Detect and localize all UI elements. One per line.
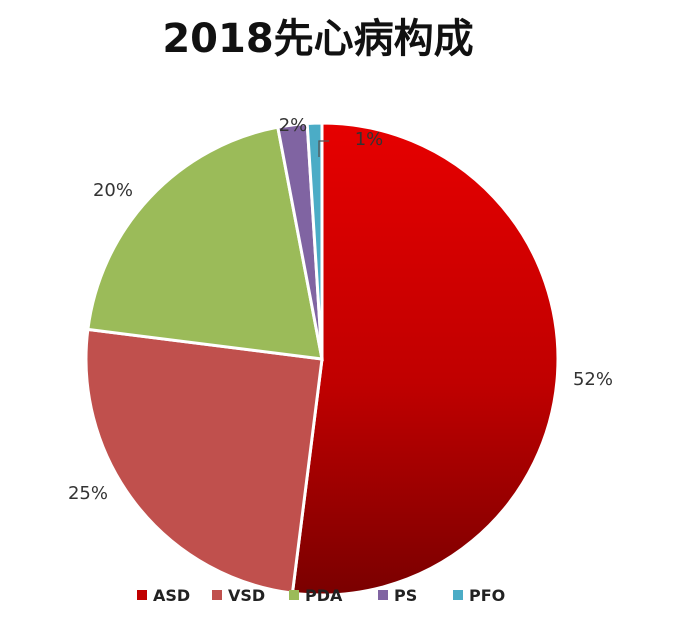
pie-label-asd: 52% xyxy=(573,369,613,390)
legend-label-asd: ASD xyxy=(153,586,190,605)
legend-swatch-vsd xyxy=(212,590,222,600)
pie-label-vsd: 25% xyxy=(68,483,108,504)
legend-swatch-asd xyxy=(137,590,147,600)
legend-label-pfo: PFO xyxy=(469,586,505,605)
pie-labels: 52% 25% 20% 2% 1% xyxy=(68,115,613,504)
legend-swatch-ps xyxy=(378,590,388,600)
legend: ASD VSD PDA PS PFO xyxy=(137,586,505,605)
pie-slice-vsd xyxy=(84,327,324,595)
pfo-leader-line xyxy=(318,140,329,157)
legend-label-pda: PDA xyxy=(305,586,343,605)
pie-slices xyxy=(84,121,560,597)
pie-label-ps: 2% xyxy=(279,115,308,136)
legend-swatch-pda xyxy=(289,590,299,600)
legend-swatch-pfo xyxy=(453,590,463,600)
pie-slice-asd xyxy=(290,121,560,597)
legend-label-vsd: VSD xyxy=(228,586,265,605)
pie-label-pda: 20% xyxy=(93,180,133,201)
pie-slice-pda xyxy=(86,125,324,361)
pie-slice-pfo xyxy=(305,121,324,360)
chart-title: 2018先心病构成 xyxy=(162,16,473,62)
legend-label-ps: PS xyxy=(394,586,417,605)
pie-label-pfo: 1% xyxy=(355,129,384,150)
